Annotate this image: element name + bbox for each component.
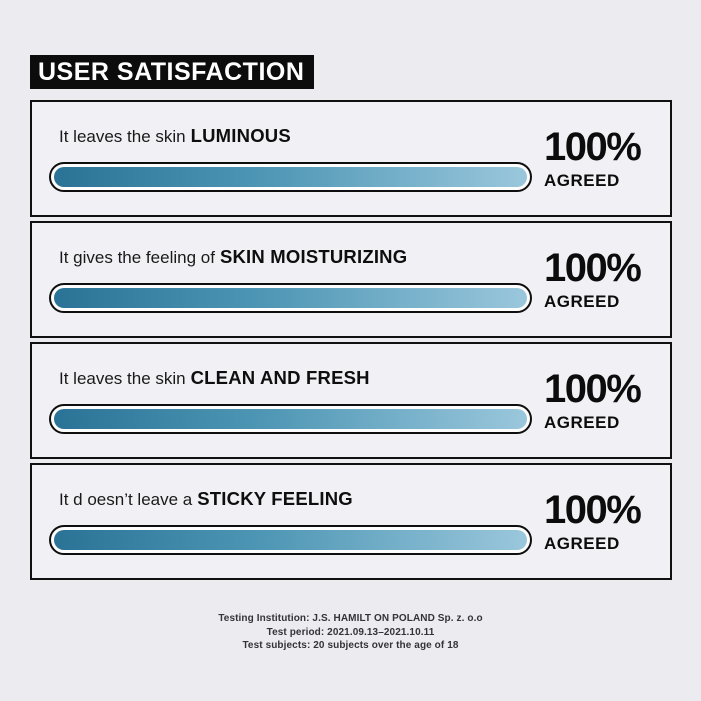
- satisfaction-rows: It leaves the skin LUMINOUS 100% AGREED I…: [30, 100, 672, 584]
- row-label: It d oesn’t leave a STICKY FEELING: [49, 488, 532, 510]
- progress-bar-track: [49, 525, 532, 555]
- satisfaction-row-sticky-feeling: It d oesn’t leave a STICKY FEELING 100% A…: [30, 463, 672, 580]
- progress-bar-track: [49, 404, 532, 434]
- row-label: It leaves the skin CLEAN AND FRESH: [49, 367, 532, 389]
- percent-value: 100%: [544, 245, 642, 290]
- agreed-label: AGREED: [544, 170, 620, 190]
- row-label: It leaves the skin LUMINOUS: [49, 125, 532, 147]
- row-content: It leaves the skin LUMINOUS: [32, 125, 544, 192]
- row-result: 100% AGREED: [544, 248, 674, 312]
- row-label-prefix: It leaves the skin: [59, 369, 186, 388]
- progress-bar-fill: [54, 409, 527, 429]
- row-result: 100% AGREED: [544, 127, 674, 191]
- row-content: It leaves the skin CLEAN AND FRESH: [32, 367, 544, 434]
- footnote: Testing Institution: J.S. HAMILT ON POLA…: [0, 612, 701, 653]
- footnote-line-period: Test period: 2021.09.13–2021.10.11: [266, 626, 435, 638]
- page-title: USER SATISFACTION: [30, 55, 315, 89]
- row-label-prefix: It d oesn’t leave a: [59, 490, 193, 509]
- row-result: 100% AGREED: [544, 369, 674, 433]
- progress-bar-track: [49, 162, 532, 192]
- progress-bar-fill: [54, 530, 527, 550]
- footnote-line-subjects: Test subjects: 20 subjects over the age …: [242, 640, 459, 651]
- progress-bar-fill: [54, 288, 527, 308]
- row-label-highlight: LUMINOUS: [190, 125, 291, 146]
- agreed-label: AGREED: [544, 412, 620, 432]
- percent-value: 100%: [544, 124, 642, 169]
- progress-bar-track: [49, 283, 532, 313]
- row-content: It gives the feeling of SKIN MOISTURIZING: [32, 246, 544, 313]
- progress-bar-fill: [54, 167, 527, 187]
- footnote-line-institution: Testing Institution: J.S. HAMILT ON POLA…: [218, 613, 483, 624]
- row-result: 100% AGREED: [544, 490, 674, 554]
- percent-value: 100%: [544, 487, 642, 532]
- row-label-highlight: CLEAN AND FRESH: [190, 367, 370, 388]
- row-content: It d oesn’t leave a STICKY FEELING: [32, 488, 544, 555]
- agreed-label: AGREED: [544, 291, 620, 311]
- satisfaction-row-moisturizing: It gives the feeling of SKIN MOISTURIZING…: [30, 221, 672, 338]
- row-label-prefix: It gives the feeling of: [59, 248, 215, 267]
- agreed-label: AGREED: [544, 533, 620, 553]
- satisfaction-row-clean-fresh: It leaves the skin CLEAN AND FRESH 100% A…: [30, 342, 672, 459]
- row-label-prefix: It leaves the skin: [59, 127, 186, 146]
- row-label-highlight: SKIN MOISTURIZING: [219, 246, 408, 267]
- satisfaction-row-luminous: It leaves the skin LUMINOUS 100% AGREED: [30, 100, 672, 217]
- row-label: It gives the feeling of SKIN MOISTURIZING: [49, 246, 532, 268]
- percent-value: 100%: [544, 366, 642, 411]
- row-label-highlight: STICKY FEELING: [197, 488, 353, 509]
